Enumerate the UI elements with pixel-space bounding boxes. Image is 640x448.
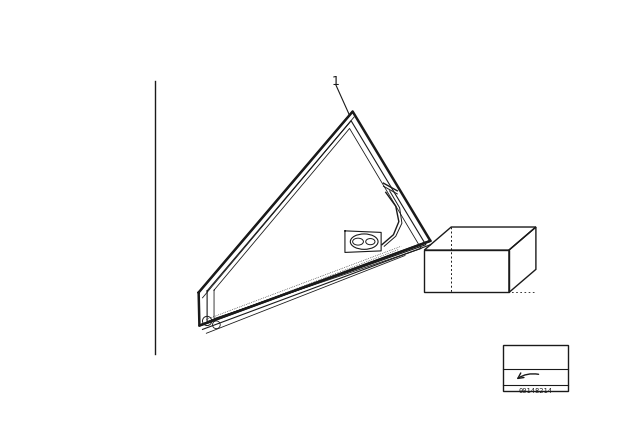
Text: 00148214: 00148214 bbox=[519, 388, 553, 394]
Bar bbox=[503, 345, 568, 391]
Text: 1: 1 bbox=[332, 75, 340, 88]
